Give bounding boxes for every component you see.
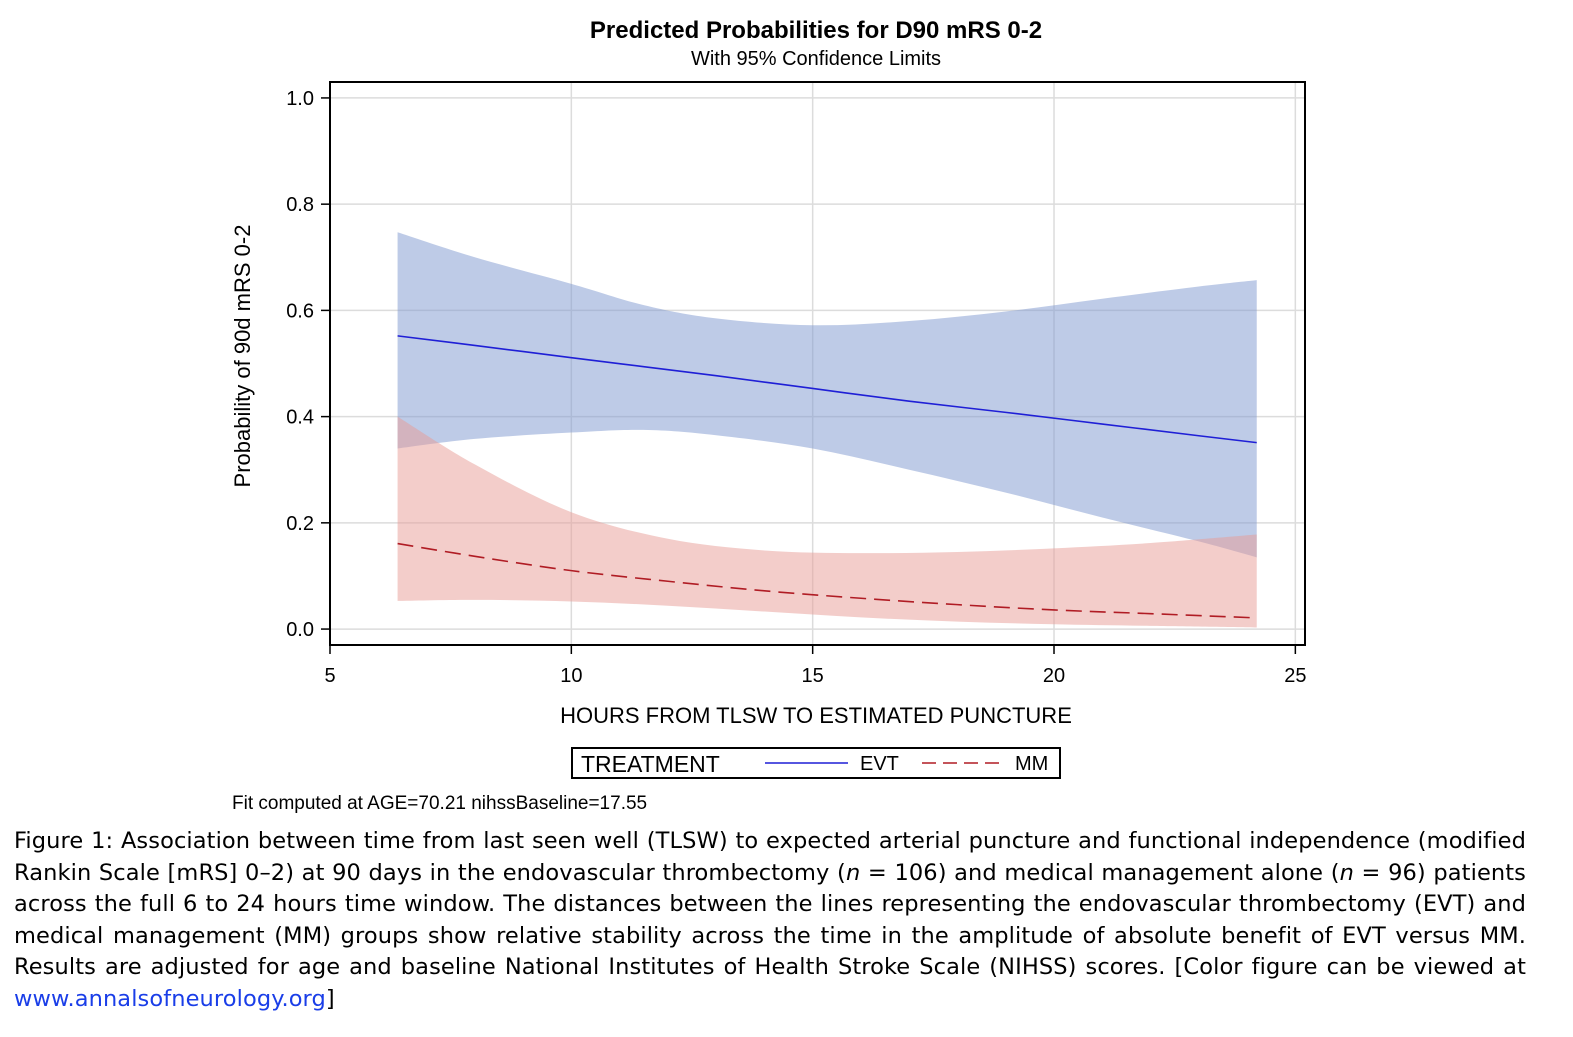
y-tick-label: 0.2 xyxy=(286,513,314,535)
chart-title: Predicted Probabilities for D90 mRS 0-2 xyxy=(590,17,1042,44)
legend-title: TREATMENT xyxy=(581,751,720,777)
chart-subtitle: With 95% Confidence Limits xyxy=(691,48,941,70)
y-tick-label: 0.6 xyxy=(286,300,314,322)
y-tick-label: 1.0 xyxy=(286,88,314,110)
chart: Predicted Probabilities for D90 mRS 0-2 … xyxy=(230,17,1306,814)
confidence-band-evt xyxy=(397,232,1257,558)
legend: TREATMENT EVT MM xyxy=(571,747,1061,779)
caption-n-evt: n xyxy=(845,859,861,886)
series-lines xyxy=(397,335,1257,619)
y-tick-label: 0.4 xyxy=(286,407,314,429)
x-tick-label: 10 xyxy=(560,665,582,687)
caption-prefix: Figure 1: Association between time from … xyxy=(14,828,1526,886)
plot-frame xyxy=(329,81,1306,646)
x-tick-label: 15 xyxy=(802,665,824,687)
x-axis-label: HOURS FROM TLSW TO ESTIMATED PUNCTURE xyxy=(560,703,1072,728)
confidence-bands xyxy=(397,232,1257,628)
caption-suffix: ] xyxy=(325,985,335,1012)
x-tick-label: 20 xyxy=(1043,665,1065,687)
journal-link[interactable]: www.annalsofneurology.org xyxy=(14,985,326,1012)
y-tick-label: 0.8 xyxy=(286,194,314,216)
series-line-evt xyxy=(397,335,1257,444)
legend-label-evt: EVT xyxy=(860,753,899,775)
x-tick-label: 25 xyxy=(1284,665,1306,687)
caption-body: = 96) patients across the full 6 to 24 h… xyxy=(14,859,1526,981)
y-axis-label: Probability of 90d mRS 0-2 xyxy=(230,225,255,488)
caption-n-evt-value: = 106) and medical management alone ( xyxy=(860,859,1340,886)
x-tick-label: 5 xyxy=(324,665,335,687)
fit-footnote: Fit computed at AGE=70.21 nihssBaseline=… xyxy=(232,793,647,814)
legend-label-mm: MM xyxy=(1015,753,1048,775)
series-line-mm xyxy=(397,542,1257,619)
figure-caption: Figure 1: Association between time from … xyxy=(14,826,1526,1016)
caption-n-mm: n xyxy=(1339,859,1354,886)
axes: 5 10 15 20 25 0.0 0.2 0.4 0.6 0.8 1.0 xyxy=(286,88,1306,687)
y-tick-label: 0.0 xyxy=(286,619,314,641)
